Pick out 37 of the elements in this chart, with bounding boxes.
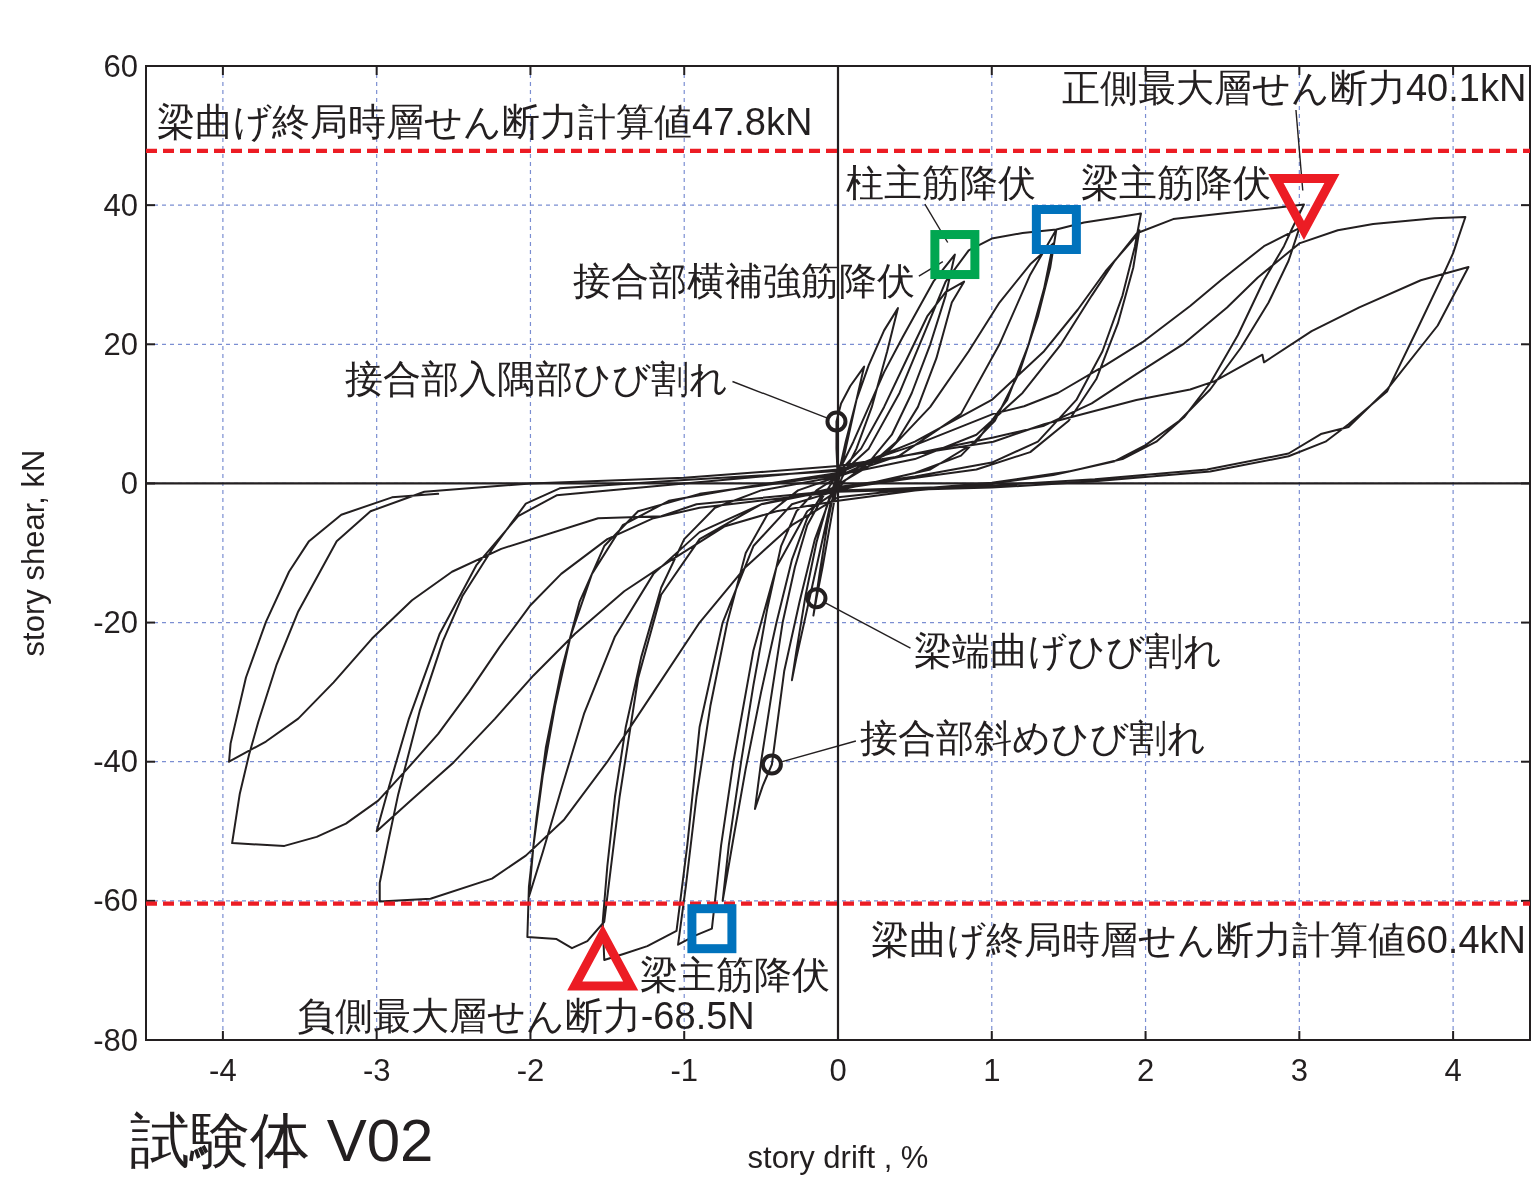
- ref-line-label: 梁曲げ終局時層せん断力計算値47.8kN: [157, 100, 813, 143]
- x-tick-label: 1: [983, 1052, 1001, 1088]
- point: [805, 587, 828, 610]
- y-tick-label: 40: [103, 187, 138, 223]
- point: [687, 904, 737, 954]
- ref-line-label: 梁曲げ終局時層せん断力計算値60.4kN: [870, 918, 1526, 961]
- x-axis-title: story drift , %: [747, 1139, 929, 1175]
- annotation: 接合部入隅部ひび割れ: [345, 357, 729, 400]
- x-tick-label: -1: [670, 1052, 699, 1088]
- annotation: 梁主筋降伏: [639, 953, 830, 996]
- x-tick-label: 3: [1290, 1052, 1308, 1088]
- y-tick-label: -80: [93, 1022, 138, 1058]
- x-tick-label: 2: [1136, 1052, 1155, 1088]
- x-tick-label: -3: [362, 1052, 391, 1088]
- x-tick-label: -2: [516, 1052, 545, 1088]
- x-tick-label: 0: [829, 1052, 847, 1088]
- annotation: 柱主筋降伏: [845, 162, 1036, 205]
- annotation: 接合部横補強筋降伏: [572, 260, 915, 303]
- y-axis-title: story shear, kN: [15, 449, 51, 657]
- x-tick-label: -4: [209, 1052, 237, 1088]
- y-tick-label: -20: [93, 605, 138, 641]
- point: [1031, 204, 1081, 254]
- y-tick-label: -60: [93, 883, 138, 919]
- point: [760, 753, 783, 776]
- text: 試験体 V02: [130, 1106, 434, 1174]
- annotation: 接合部斜めひび割れ: [859, 717, 1206, 759]
- point: [930, 230, 980, 280]
- annotation: 正側最大層せん断力40.1kN: [1061, 66, 1527, 109]
- annotation: 梁端曲げひび割れ: [914, 630, 1223, 673]
- x-tick-label: 4: [1444, 1052, 1462, 1088]
- annotation: 梁主筋降伏: [1081, 161, 1272, 204]
- y-tick-label: 60: [103, 48, 138, 84]
- annotation: 負側最大層せん断力-68.5N: [296, 994, 755, 1037]
- y-tick-label: 0: [120, 465, 138, 501]
- point: [825, 410, 848, 433]
- y-tick-label: 20: [103, 326, 138, 362]
- y-tick-label: -40: [93, 744, 138, 780]
